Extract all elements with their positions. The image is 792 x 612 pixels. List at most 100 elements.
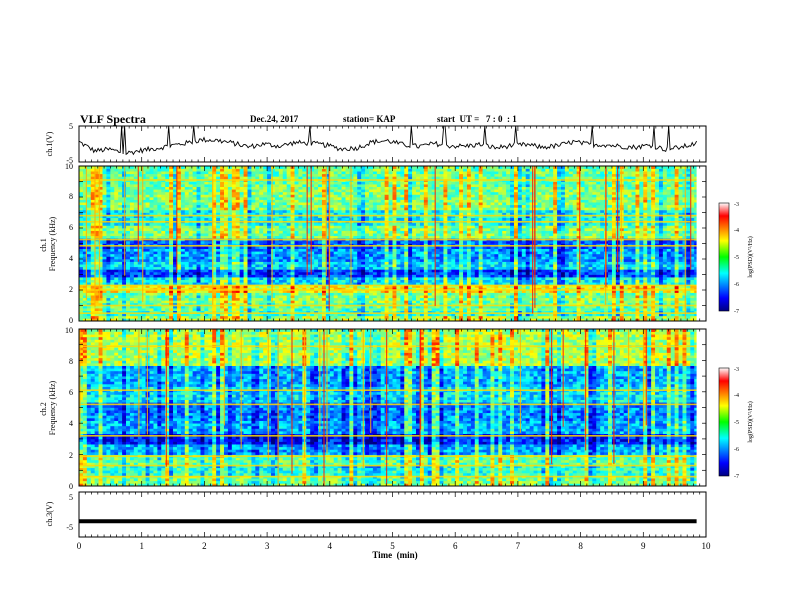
ch1-spectrogram-cell (376, 264, 382, 268)
ch1-spectrogram-cell (137, 259, 143, 262)
ch1-spectrogram-cell (271, 259, 276, 262)
ch1-spectrogram-cell (102, 300, 107, 304)
ch1-spectrogram-cell (263, 246, 268, 250)
ch1-spectrogram-cell (318, 191, 323, 195)
ch1-spectrogram-cell (384, 277, 389, 281)
ch1-spectrogram-cell (129, 228, 135, 231)
ch1-spectrogram-cell (361, 313, 366, 317)
ch1-spectrogram-cell (310, 181, 315, 185)
ch1-spectrogram-cell (271, 181, 276, 185)
ch1-spectrogram-cell (282, 266, 288, 270)
ch1-spectrogram-cell (196, 189, 201, 193)
ch1-spectrogram-cell (223, 235, 229, 239)
ch1-spectrogram-cell (329, 269, 335, 273)
ch1-spectrogram-cell (353, 189, 358, 193)
ch1-spectrogram-cell (306, 279, 311, 283)
ch1-spectrogram-cell (169, 251, 174, 255)
ch1-spectrogram-cell (149, 176, 154, 180)
ch1-spectrogram-cell (82, 292, 88, 296)
ch1-spectrogram-cell (255, 243, 260, 247)
ch1-spectrogram-cell (251, 318, 256, 322)
ch1-spectrogram-cell (337, 191, 342, 195)
ch1-spectrogram-cell (212, 197, 217, 200)
ch1-spectrogram-cell (184, 290, 190, 293)
ch1-spectrogram-cell (133, 217, 139, 221)
ch1-spectrogram-cell (384, 171, 389, 175)
ch1-spectrogram-cell (310, 302, 315, 306)
ch1-spectrogram-cell (161, 204, 166, 208)
ch1-spectrogram-cell (255, 315, 260, 319)
ch1-spectrogram-cell (251, 181, 256, 185)
ch1-spectrogram-cell (200, 222, 205, 226)
ch1-spectrogram-cell (145, 282, 150, 286)
ch1-spectrogram-cell (184, 197, 190, 200)
ch1-spectrogram-cell (306, 186, 311, 190)
ch1-spectrogram-cell (298, 264, 303, 268)
ch1-spectrogram-cell (212, 215, 217, 219)
ch1-spectrogram-cell (98, 225, 103, 229)
ch1-spectrogram-cell (223, 197, 229, 200)
ch1-spectrogram-cell (365, 292, 370, 296)
ch1-spectrogram-cell (161, 315, 166, 319)
ch1-spectrogram-cell (169, 217, 174, 221)
ch1-spectrogram-cell (114, 176, 119, 180)
ch1-spectrogram-cell (231, 209, 237, 213)
ch1-spectrogram-cell (282, 173, 288, 177)
ch1-spectrogram-cell (133, 189, 139, 193)
ch1-spectrogram-cell (231, 313, 237, 317)
ch1-spectrogram-cell (255, 256, 260, 260)
ch1-spectrogram-cell (376, 315, 382, 319)
ch1-spectrogram-cell (298, 233, 303, 237)
ch1-spectrogram-cell (188, 284, 193, 288)
ch1-spectrogram-cell (141, 217, 146, 221)
ch1-spectrogram-cell (341, 209, 346, 213)
ch1-spectrogram-cell (165, 181, 170, 185)
ch1-spectrogram-cell (290, 248, 295, 252)
ch1-spectrogram-cell (380, 222, 386, 226)
ch1-spectrogram-cell (306, 204, 311, 208)
ch1-spectrogram-cell (212, 209, 217, 213)
ch1-spectrogram-cell (114, 240, 119, 244)
ch1-spectrogram-cell (282, 189, 288, 193)
ch1-spectrogram-cell (90, 243, 96, 247)
ch1-spectrogram-cell (173, 310, 178, 314)
ch1-spectrogram-cell (223, 189, 229, 193)
ch1-spectrogram-cell (318, 282, 323, 286)
ch1-spectrogram-cell (278, 284, 284, 288)
ch1-spectrogram-cell (259, 181, 264, 185)
ch1-spectrogram-cell (153, 282, 158, 286)
ch1-spectrogram-cell (180, 204, 186, 208)
ch1-spectrogram-cell (349, 290, 354, 293)
ch1-spectrogram-cell (79, 228, 84, 231)
ch1-spectrogram-cell (79, 310, 84, 314)
ch1-spectrogram-cell (231, 248, 237, 252)
ch1-spectrogram-cell (333, 277, 338, 281)
ch1-spectrogram-cell (126, 279, 131, 283)
ch1-spectrogram-cell (114, 173, 119, 177)
ch1-spectrogram-cell (384, 168, 389, 172)
ch1-spectrogram-cell (353, 305, 358, 309)
ch1-spectrogram-cell (216, 302, 221, 306)
ch1-spectrogram-cell (302, 176, 307, 180)
ch1-spectrogram-cell (216, 191, 221, 195)
ch1-spectrogram-cell (216, 315, 221, 319)
ch1-spectrogram-cell (365, 212, 370, 216)
ch1-spectrogram-cell (380, 189, 386, 193)
ch1-spectrogram-cell (239, 240, 244, 244)
ch1-spectrogram-cell (145, 246, 150, 250)
ch1-spectrogram-cell (368, 233, 374, 237)
ch1-spectrogram-cell (294, 186, 299, 190)
ch1-spectrogram-cell (86, 269, 92, 273)
ch1-spectrogram-cell (106, 308, 111, 312)
ch1-spectrogram-cell (90, 181, 96, 185)
ch1-spectrogram-cell (274, 277, 280, 281)
ch1-spectrogram-cell (298, 287, 303, 291)
ch1-spectrogram-cell (106, 166, 111, 169)
ch1-spectrogram-cell (384, 199, 389, 203)
ch1-spectrogram-cell (290, 166, 295, 169)
ch1-spectrogram-cell (239, 308, 244, 312)
ch1-spectrogram-cell (200, 191, 205, 195)
ch1-spectrogram-cell (79, 266, 84, 270)
ch1-spectrogram-cell (200, 305, 205, 309)
ch1-spectrogram-cell (259, 186, 264, 190)
